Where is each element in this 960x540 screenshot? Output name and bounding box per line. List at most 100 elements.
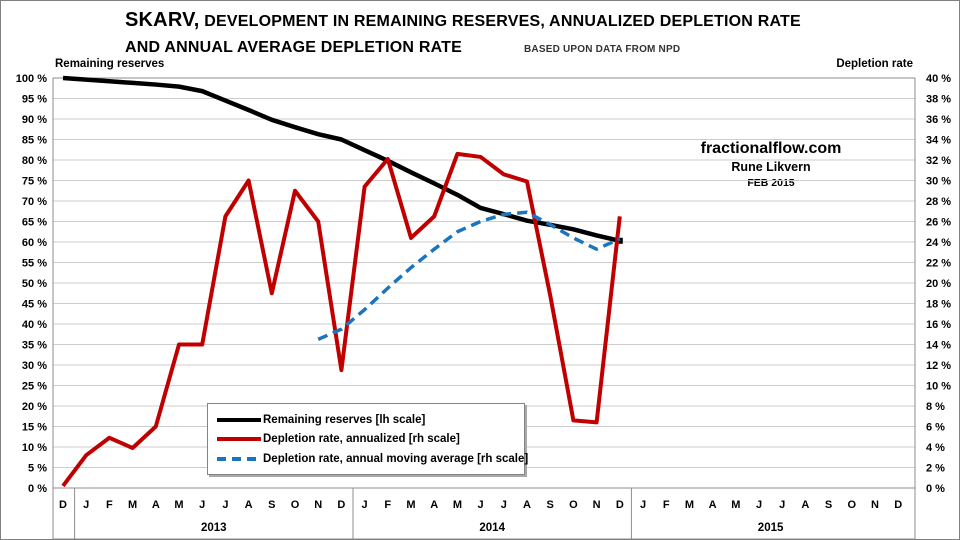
annotation-site: fractionalflow.com [700, 140, 842, 157]
month-label: A [245, 499, 253, 511]
right-axis-tick: 2 % [926, 463, 945, 475]
month-label: A [152, 499, 160, 511]
month-label: M [128, 499, 137, 511]
right-axis-tick: 26 % [926, 217, 951, 229]
title-line-1: SKARV, DEVELOPMENT IN REMAINING RESERVES… [125, 7, 801, 35]
right-axis-tick: 30 % [926, 176, 951, 188]
left-axis-tick: 20 % [22, 401, 47, 413]
legend-item-remaining-reserves: Remaining reserves [lh scale] [208, 414, 524, 426]
right-axis-tick: 12 % [926, 360, 951, 372]
title-line-2: AND ANNUAL AVERAGE DEPLETION RATE BASED U… [125, 35, 801, 63]
month-label: A [430, 499, 438, 511]
left-axis-tick: 100 % [16, 73, 47, 85]
month-label: J [362, 499, 368, 511]
left-axis-tick: 65 % [22, 217, 47, 229]
month-label: J [779, 499, 785, 511]
month-label: D [59, 499, 67, 511]
month-label: J [478, 499, 484, 511]
month-label: O [291, 499, 300, 511]
legend-item-depletion-annualized: Depletion rate, annualized [rh scale] [208, 433, 524, 445]
month-label: N [314, 499, 322, 511]
left-axis-tick: 5 % [28, 463, 47, 475]
right-axis-tick: 16 % [926, 319, 951, 331]
right-axis-tick: 20 % [926, 278, 951, 290]
month-label: A [709, 499, 717, 511]
month-label: M [406, 499, 415, 511]
month-label: F [384, 499, 391, 511]
annotation-author: Rune Likvern [731, 160, 811, 174]
chart-title: SKARV, DEVELOPMENT IN REMAINING RESERVES… [125, 7, 801, 63]
year-label: 2014 [479, 522, 505, 534]
left-axis-tick: 45 % [22, 299, 47, 311]
legend-label: Depletion rate, annual moving average [r… [263, 452, 529, 465]
right-axis-tick: 32 % [926, 155, 951, 167]
chart-legend: Remaining reserves [lh scale] Depletion … [207, 403, 529, 475]
right-axis-tick: 34 % [926, 135, 951, 147]
right-axis-tick: 10 % [926, 381, 951, 393]
right-axis-tick: 24 % [926, 237, 951, 249]
title-prefix: SKARV, [125, 9, 200, 31]
month-label: A [801, 499, 809, 511]
month-label: F [663, 499, 670, 511]
right-axis-tick: 28 % [926, 196, 951, 208]
right-axis-tick: 0 % [926, 483, 945, 495]
left-axis-tick: 50 % [22, 278, 47, 290]
series-left-solid [62, 75, 621, 243]
left-axis-tick: 0 % [28, 483, 47, 495]
left-axis-tick: 35 % [22, 340, 47, 352]
month-label: N [871, 499, 879, 511]
month-label: F [106, 499, 113, 511]
right-axis-tick: 14 % [926, 340, 951, 352]
right-axis-title: Depletion rate [836, 58, 913, 70]
month-label: D [337, 499, 345, 511]
right-axis-tick: 36 % [926, 114, 951, 126]
right-axis-tick: 18 % [926, 299, 951, 311]
right-axis-tick: 38 % [926, 94, 951, 106]
right-axis-tick: 6 % [926, 422, 945, 434]
month-label: J [501, 499, 507, 511]
month-label: D [616, 499, 624, 511]
month-label: D [894, 499, 902, 511]
month-label: A [523, 499, 531, 511]
month-label: M [174, 499, 183, 511]
right-axis-tick: 8 % [926, 401, 945, 413]
month-label: M [731, 499, 740, 511]
month-label: S [825, 499, 832, 511]
month-label: J [756, 499, 762, 511]
left-axis-tick: 15 % [22, 422, 47, 434]
year-label: 2013 [201, 522, 227, 534]
month-label: S [268, 499, 275, 511]
left-axis-tick: 25 % [22, 381, 47, 393]
series-right-solid [61, 151, 622, 488]
right-axis-tick: 22 % [926, 258, 951, 270]
title-line-2-text: AND ANNUAL AVERAGE DEPLETION RATE [125, 39, 462, 56]
title-line-1-text: DEVELOPMENT IN REMAINING RESERVES, ANNUA… [204, 13, 801, 30]
month-label: J [222, 499, 228, 511]
left-axis-tick: 70 % [22, 196, 47, 208]
left-axis-tick: 75 % [22, 176, 47, 188]
chart-subtitle: BASED UPON DATA FROM NPD [523, 44, 681, 55]
right-axis-tick: 40 % [926, 73, 951, 85]
left-axis-tick: 80 % [22, 155, 47, 167]
left-axis-tick: 40 % [22, 319, 47, 331]
left-axis-tick: 60 % [22, 237, 47, 249]
month-label: N [593, 499, 601, 511]
blue-dashed-swatch-icon [217, 456, 261, 461]
month-label: J [640, 499, 646, 511]
left-axis-title: Remaining reserves [55, 58, 165, 70]
month-label: J [83, 499, 89, 511]
legend-label: Remaining reserves [lh scale] [263, 413, 426, 426]
month-label: O [848, 499, 857, 511]
legend-label: Depletion rate, annualized [rh scale] [263, 433, 460, 445]
black-line-swatch-icon [217, 417, 261, 422]
month-label: O [569, 499, 578, 511]
left-axis-tick: 95 % [22, 94, 47, 106]
year-label: 2015 [758, 522, 784, 534]
left-axis-tick: 55 % [22, 258, 47, 270]
left-axis-tick: 90 % [22, 114, 47, 126]
month-label: J [199, 499, 205, 511]
right-axis-tick: 4 % [926, 442, 945, 454]
month-label: S [547, 499, 554, 511]
red-line-swatch-icon [217, 437, 261, 441]
